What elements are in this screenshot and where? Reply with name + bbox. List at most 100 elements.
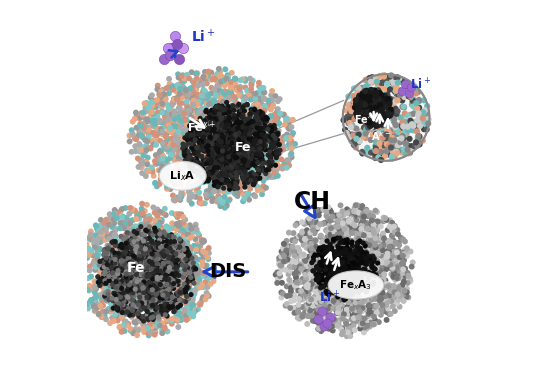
- Point: [152, 283, 161, 289]
- Point: [175, 261, 184, 267]
- Point: [386, 260, 395, 266]
- Point: [187, 265, 196, 271]
- Point: [148, 266, 157, 272]
- Point: [177, 261, 186, 267]
- Point: [178, 274, 187, 280]
- Point: [378, 73, 387, 79]
- Point: [319, 254, 328, 260]
- Point: [337, 267, 346, 273]
- Point: [110, 225, 119, 231]
- Point: [323, 249, 332, 255]
- Point: [226, 79, 235, 85]
- Point: [205, 137, 214, 143]
- Point: [216, 141, 225, 147]
- Point: [243, 139, 251, 145]
- Point: [131, 263, 140, 270]
- Point: [357, 257, 366, 263]
- Point: [343, 268, 351, 274]
- Point: [208, 167, 217, 173]
- Point: [197, 130, 206, 136]
- Point: [200, 270, 208, 276]
- Point: [224, 143, 233, 149]
- Point: [135, 128, 144, 134]
- Point: [245, 139, 254, 146]
- Point: [299, 265, 308, 271]
- Point: [193, 265, 202, 271]
- Point: [364, 105, 372, 112]
- Point: [173, 288, 182, 294]
- Point: [145, 115, 154, 121]
- Point: [355, 231, 364, 237]
- Point: [170, 281, 179, 287]
- Point: [163, 286, 172, 292]
- Point: [377, 250, 386, 256]
- Point: [315, 248, 324, 254]
- Point: [307, 306, 316, 312]
- Point: [150, 269, 159, 275]
- Point: [136, 264, 145, 270]
- Point: [161, 234, 170, 240]
- Point: [158, 233, 167, 239]
- Point: [139, 266, 147, 272]
- Point: [145, 271, 153, 277]
- Point: [175, 228, 184, 234]
- Point: [248, 108, 256, 115]
- Point: [210, 76, 219, 82]
- Point: [153, 242, 162, 248]
- Point: [124, 221, 133, 227]
- Point: [392, 263, 401, 269]
- Point: [336, 292, 344, 298]
- Point: [129, 242, 138, 248]
- Point: [376, 118, 384, 124]
- Point: [263, 126, 272, 132]
- Point: [354, 85, 363, 91]
- Point: [188, 130, 197, 136]
- Point: [366, 260, 375, 266]
- Point: [246, 165, 255, 171]
- Point: [145, 274, 153, 280]
- Point: [343, 285, 352, 291]
- Point: [346, 134, 355, 140]
- Point: [214, 148, 223, 154]
- Point: [346, 252, 355, 258]
- Point: [315, 248, 323, 254]
- Point: [244, 141, 252, 147]
- Point: [386, 119, 394, 125]
- Point: [309, 297, 318, 303]
- Point: [237, 107, 246, 113]
- Point: [129, 274, 138, 280]
- Point: [399, 253, 408, 259]
- Point: [161, 264, 170, 270]
- Point: [160, 266, 169, 272]
- Point: [166, 125, 174, 131]
- Point: [351, 255, 360, 261]
- Point: [273, 276, 282, 282]
- Point: [136, 270, 145, 276]
- Point: [108, 287, 117, 293]
- Point: [224, 155, 233, 161]
- Point: [139, 277, 147, 283]
- Point: [394, 296, 403, 302]
- Point: [139, 267, 148, 273]
- Point: [338, 273, 347, 279]
- Point: [184, 144, 192, 150]
- Point: [199, 165, 208, 171]
- Point: [333, 268, 342, 274]
- Point: [151, 269, 160, 275]
- Point: [114, 268, 123, 274]
- Point: [212, 135, 221, 141]
- Point: [135, 293, 144, 299]
- Point: [213, 122, 222, 129]
- Point: [109, 246, 118, 252]
- Point: [235, 164, 244, 170]
- Point: [232, 100, 240, 106]
- Point: [218, 103, 227, 109]
- Point: [234, 167, 243, 173]
- Point: [229, 116, 238, 122]
- Point: [167, 84, 176, 90]
- Point: [218, 156, 227, 162]
- Point: [335, 302, 344, 308]
- Point: [218, 155, 227, 161]
- Point: [201, 160, 210, 166]
- Point: [229, 132, 238, 138]
